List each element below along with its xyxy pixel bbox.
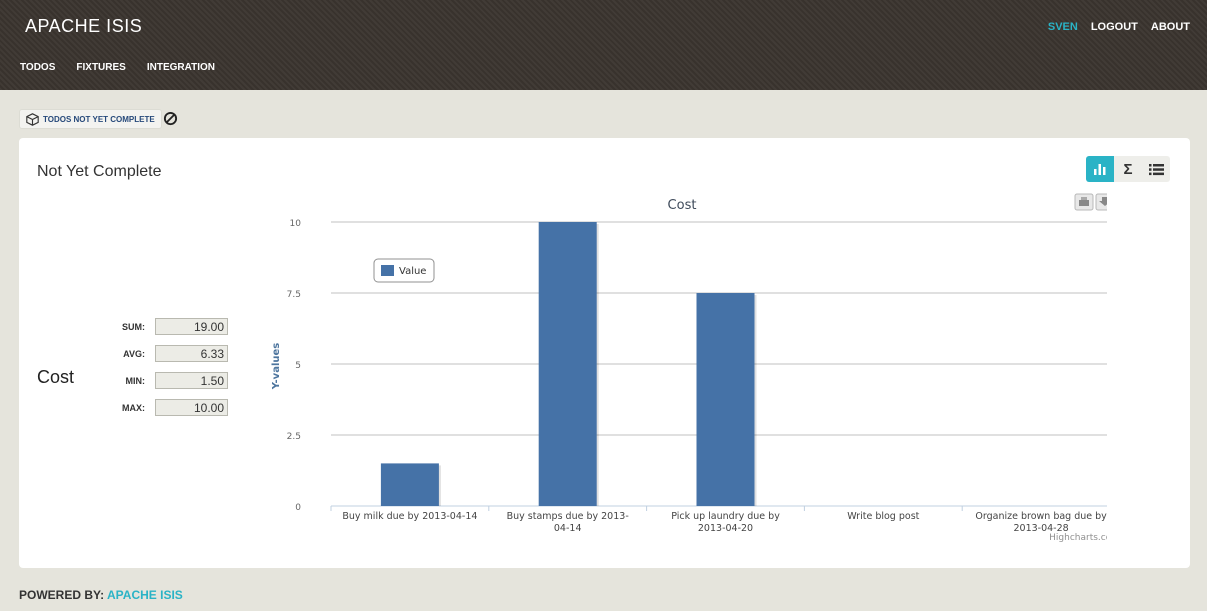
stat-row-sum: SUM: — [109, 318, 228, 335]
x-category-label: 2013-04-20 — [698, 523, 753, 534]
y-axis-title: Y-values — [271, 343, 282, 391]
y-tick-label: 5 — [295, 361, 301, 371]
stat-row-min: MIN: — [109, 372, 228, 389]
download-icon — [1099, 197, 1107, 206]
footer-link[interactable]: APACHE ISIS — [107, 588, 183, 602]
panel-title: Not Yet Complete — [37, 163, 162, 180]
breadcrumb-label: TODOS NOT YET COMPLETE — [43, 114, 155, 124]
chart-gridlines — [330, 221, 1107, 511]
y-tick-label: 0 — [295, 503, 301, 513]
user-menu[interactable]: SVEN — [1047, 21, 1078, 33]
export-chart-button[interactable] — [1095, 193, 1107, 211]
x-axis-categories: Buy milk due by 2013-04-14 Buy stamps due… — [342, 511, 1107, 534]
y-tick-label: 2.5 — [287, 432, 301, 442]
about-link[interactable]: ABOUT — [1150, 21, 1190, 33]
logout-link[interactable]: LOGOUT — [1090, 21, 1138, 33]
chart-bars — [380, 222, 757, 506]
stats-property-name: Cost — [37, 367, 75, 387]
sum-field[interactable] — [155, 318, 228, 335]
footer-prefix: POWERED BY: — [19, 588, 105, 602]
max-field[interactable] — [155, 399, 228, 416]
top-navbar: APACHE ISIS SVEN LOGOUT ABOUT TODOS FIXT… — [0, 0, 1207, 90]
list-icon — [1148, 163, 1164, 175]
chart-title: Cost — [668, 198, 697, 213]
x-category-label: Buy stamps due by 2013- — [507, 511, 629, 522]
x-category-label: Organize brown bag due by — [975, 511, 1107, 522]
collection-panel: Not Yet Complete Σ Cost SUM: AVG: MIN: — [19, 138, 1190, 568]
bar — [380, 463, 439, 506]
view-switcher: Σ — [1086, 156, 1170, 182]
menu-item-integration[interactable]: INTEGRATION — [146, 62, 215, 73]
stat-row-max: MAX: — [109, 399, 228, 416]
x-category-label: 04-14 — [554, 523, 582, 534]
print-chart-button[interactable] — [1074, 193, 1094, 211]
box-icon — [26, 112, 39, 126]
chart-icon — [1094, 164, 1106, 175]
cost-chart: Cost 0 2.5 5 7.5 10 Buy milk due by 2013-04-… — [271, 193, 1107, 543]
chart-view-button[interactable] — [1086, 156, 1114, 182]
chart-legend[interactable]: Value — [373, 258, 435, 283]
legend-label: Value — [399, 266, 426, 277]
x-category-label: Write blog post — [847, 511, 919, 522]
ban-icon[interactable] — [163, 111, 178, 126]
bar — [696, 293, 755, 506]
y-tick-label: 10 — [290, 219, 302, 229]
summary-view-button[interactable]: Σ — [1114, 156, 1142, 182]
min-field[interactable] — [155, 372, 228, 389]
menu-item-todos[interactable]: TODOS — [20, 62, 56, 73]
x-category-label: Pick up laundry due by — [671, 511, 780, 522]
menu-item-fixtures[interactable]: FIXTURES — [76, 62, 126, 73]
stat-label: AVG: — [123, 348, 145, 359]
stat-label: MAX: — [122, 402, 145, 413]
stat-row-avg: AVG: — [109, 345, 228, 362]
stat-label: MIN: — [125, 375, 146, 386]
x-category-label: Buy milk due by 2013-04-14 — [342, 511, 477, 522]
breadcrumb[interactable]: TODOS NOT YET COMPLETE — [19, 109, 162, 129]
legend-swatch — [381, 265, 394, 276]
stat-label: SUM: — [122, 321, 145, 332]
brand-link[interactable]: APACHE ISIS — [25, 16, 143, 36]
main-menu: TODOS FIXTURES INTEGRATION — [20, 62, 215, 73]
x-category-label: 2013-04-28 — [1013, 523, 1068, 534]
avg-field[interactable] — [155, 345, 228, 362]
y-tick-label: 7.5 — [287, 290, 301, 300]
printer-icon — [1079, 197, 1089, 206]
table-view-button[interactable] — [1142, 156, 1170, 182]
footer: POWERED BY: APACHE ISIS — [19, 588, 183, 602]
bar — [538, 222, 597, 506]
user-nav: SVEN LOGOUT ABOUT — [1048, 21, 1190, 33]
chart-credits[interactable]: Highcharts.com — [1049, 533, 1107, 543]
sigma-icon: Σ — [1123, 160, 1133, 178]
y-axis-ticks: 0 2.5 5 7.5 10 — [287, 219, 302, 513]
